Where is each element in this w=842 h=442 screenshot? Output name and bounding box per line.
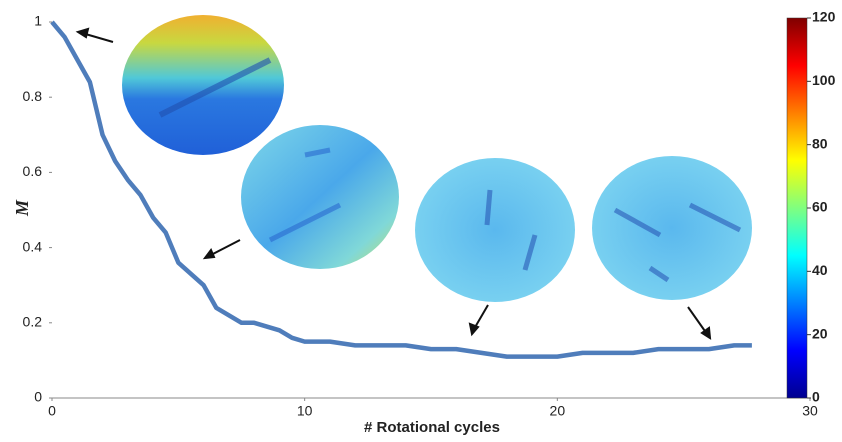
inset-disk: [415, 158, 575, 302]
inset-scratch: [613, 202, 742, 283]
inset-disk: [241, 125, 399, 269]
inset-scratch: [268, 147, 342, 243]
arrow: [208, 239, 241, 257]
y-tick-label: 0.8: [23, 88, 43, 104]
colorbar-tick-label: 0: [812, 389, 820, 405]
x-tick-label: 30: [802, 403, 818, 419]
inset-scratch: [158, 57, 272, 118]
x-tick-label: 0: [48, 403, 56, 419]
y-tick-label: 0.2: [23, 314, 43, 330]
inset-disk: [122, 15, 284, 155]
y-tick-label: 0.4: [23, 238, 43, 254]
colorbar-tick-label: 120: [812, 9, 836, 25]
arrows: [75, 27, 712, 340]
colorbar-tick-label: 100: [812, 72, 836, 88]
x-tick-label: 20: [550, 403, 566, 419]
arrow-head: [75, 27, 90, 39]
inset-images: [122, 15, 752, 302]
arrow: [687, 306, 708, 335]
arrow-head: [700, 326, 712, 340]
colorbar-tick-label: 40: [812, 262, 828, 278]
inset-scratch: [484, 189, 538, 271]
arrow: [473, 304, 489, 330]
y-tick-label: 0: [34, 389, 42, 405]
inset-disk: [592, 156, 752, 300]
colorbar: [786, 17, 808, 399]
arrow-head: [202, 248, 216, 260]
arrow-head: [468, 322, 480, 337]
y-axis-label: M: [12, 199, 32, 217]
colorbar-tick-label: 60: [812, 199, 828, 215]
x-tick-label: 10: [297, 403, 313, 419]
x-axis-label: # Rotational cycles: [364, 419, 500, 436]
colorbar-tick-label: 20: [812, 325, 828, 341]
colorbar-tick-label: 80: [812, 135, 828, 151]
y-tick-label: 1: [34, 13, 42, 29]
y-tick-label: 0.6: [23, 163, 43, 179]
data-line: [50, 20, 752, 359]
